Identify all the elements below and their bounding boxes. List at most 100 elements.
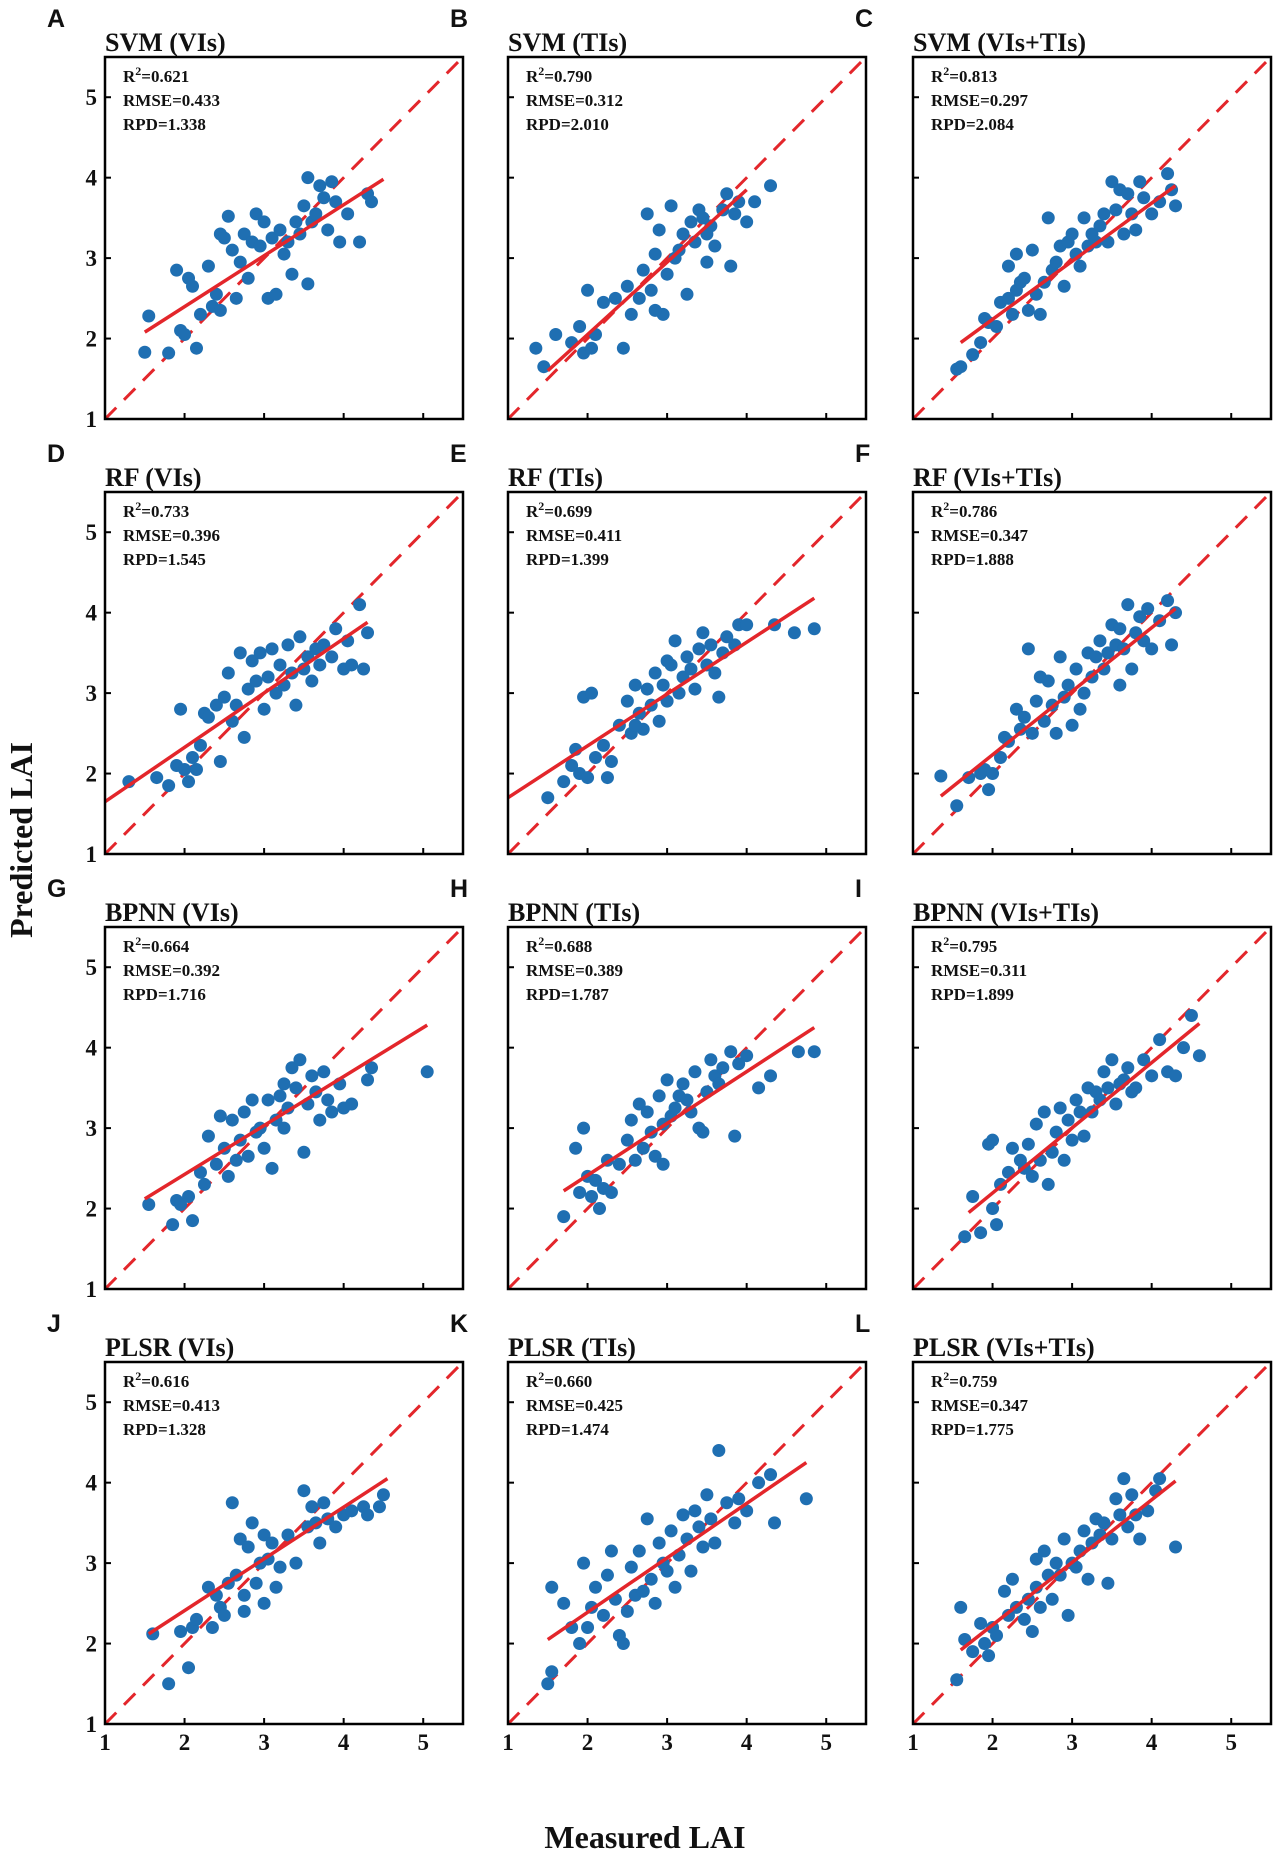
data-point — [732, 1057, 746, 1071]
data-point — [640, 1105, 654, 1119]
data-point — [1029, 1117, 1043, 1131]
data-point — [1169, 1069, 1183, 1083]
data-point — [1121, 598, 1135, 612]
regression-line — [105, 620, 369, 804]
data-point — [221, 209, 235, 223]
data-point — [372, 1500, 386, 1514]
y-tick-label: 1 — [86, 1712, 98, 1737]
data-point — [361, 626, 375, 640]
data-point — [193, 738, 207, 752]
plot-area — [508, 927, 866, 1289]
data-point — [712, 1443, 726, 1457]
data-point — [529, 341, 543, 355]
data-point — [974, 1616, 988, 1630]
data-point — [217, 231, 231, 245]
one-to-one-line — [105, 1362, 463, 1724]
data-point — [201, 710, 215, 724]
stat-r2-exp: 2 — [943, 64, 949, 78]
data-point — [265, 642, 279, 656]
data-point — [1113, 1508, 1127, 1522]
data-point — [1093, 634, 1107, 648]
data-point — [1057, 1532, 1071, 1546]
data-point — [600, 771, 614, 785]
y-tick-label: 5 — [86, 520, 98, 545]
data-point — [950, 799, 964, 813]
panel-f: F RF (VIs+TIs) R2=0.786 RMSE=0.347 RPD=1.888 — [855, 440, 1273, 856]
data-point — [676, 1077, 690, 1091]
data-point — [261, 670, 275, 684]
data-point — [668, 634, 682, 648]
data-point — [1053, 1568, 1067, 1582]
data-point — [990, 1629, 1004, 1643]
data-point — [217, 1608, 231, 1622]
data-point — [589, 750, 603, 764]
data-point — [660, 1564, 674, 1578]
data-point — [577, 1121, 591, 1135]
data-point — [1037, 1105, 1051, 1119]
data-point — [189, 763, 203, 777]
data-point — [1109, 1492, 1123, 1506]
data-point — [974, 1226, 988, 1240]
panel-title: RF (VIs) — [105, 463, 202, 492]
stat-r2: R2=0.813 — [931, 64, 997, 86]
plot-frame — [911, 490, 1273, 856]
data-point — [245, 1516, 259, 1530]
data-point — [740, 1049, 754, 1063]
y-tick-label: 4 — [86, 601, 98, 626]
data-point — [573, 1637, 587, 1651]
data-point — [1049, 726, 1063, 740]
data-point — [1133, 1532, 1147, 1546]
data-point — [1021, 303, 1035, 317]
panel-label: B — [450, 5, 468, 33]
data-point — [1041, 211, 1055, 225]
stat-r2: R2=0.699 — [526, 499, 592, 521]
data-point — [954, 1600, 968, 1614]
data-point — [708, 666, 722, 680]
data-point — [1053, 650, 1067, 664]
y-tick-label: 2 — [86, 1197, 98, 1222]
data-point — [1109, 1097, 1123, 1111]
data-point — [257, 1528, 271, 1542]
panel-label: D — [47, 440, 65, 468]
data-point — [958, 1230, 972, 1244]
panel-title: SVM (VIs) — [105, 28, 226, 57]
data-point — [174, 1198, 188, 1212]
data-point — [182, 775, 196, 789]
data-point — [1005, 1572, 1019, 1586]
data-point — [632, 1097, 646, 1111]
data-point — [557, 775, 571, 789]
stat-r2-exp: 2 — [538, 499, 544, 513]
data-point — [1029, 1580, 1043, 1594]
stat-rpd: RPD=1.775 — [931, 1420, 1014, 1439]
data-point — [178, 763, 192, 777]
x-tick-label: 1 — [99, 1730, 111, 1755]
data-point — [345, 1097, 359, 1111]
data-point — [197, 1177, 211, 1191]
data-point — [557, 1596, 571, 1610]
data-point — [265, 231, 279, 245]
data-point — [289, 1081, 303, 1095]
data-point — [660, 654, 674, 668]
regression-line — [562, 1026, 816, 1193]
data-point — [233, 255, 247, 269]
data-point — [265, 1536, 279, 1550]
data-point — [1153, 1033, 1167, 1047]
data-point — [604, 754, 618, 768]
data-point — [644, 1572, 658, 1586]
x-tick-label: 3 — [1066, 1730, 1078, 1755]
data-point — [708, 239, 722, 253]
data-point — [209, 1157, 223, 1171]
data-point — [1097, 662, 1111, 676]
data-point — [764, 1468, 778, 1482]
regression-line — [959, 1479, 1177, 1652]
regression-line — [967, 1022, 1201, 1214]
regression-line — [546, 188, 748, 373]
data-point — [257, 1141, 271, 1155]
data-point — [537, 360, 551, 374]
data-point — [704, 1053, 718, 1067]
data-point — [752, 1081, 766, 1095]
x-tick-label: 2 — [179, 1730, 191, 1755]
